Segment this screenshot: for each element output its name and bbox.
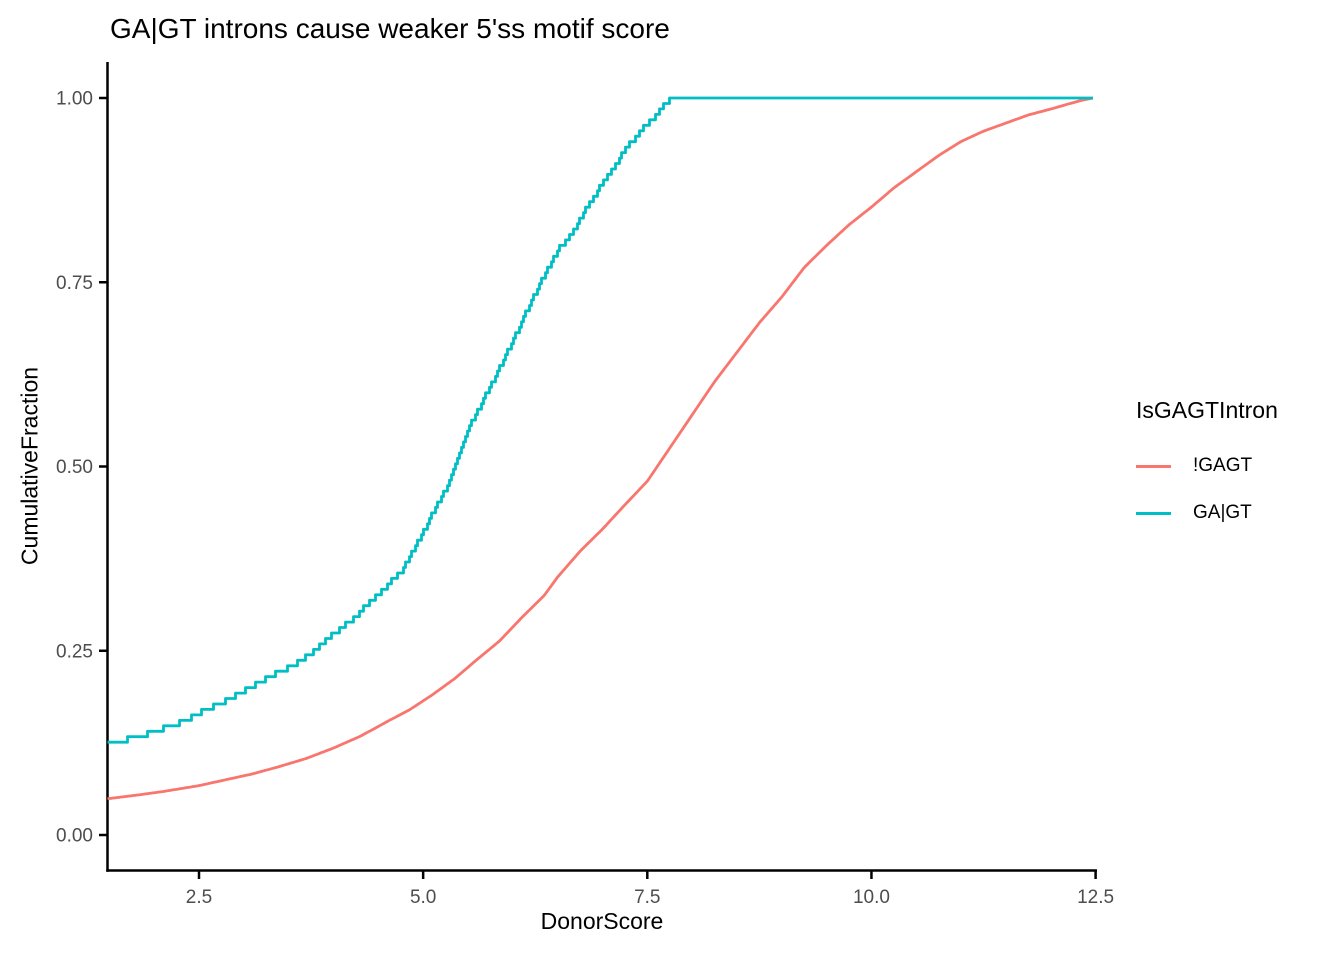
chart-title: GA|GT introns cause weaker 5'ss motif sc… [110,13,670,44]
legend-key-line-not-gagt [1136,464,1171,468]
legend: IsGAGTIntron !GAGT GA|GT [1136,396,1278,526]
legend-item-not-gagt: !GAGT [1136,453,1278,479]
x-tick-label: 2.5 [186,887,212,908]
y-tick-label: 0.75 [56,273,93,294]
y-tick-label: 0.50 [56,457,93,478]
x-tick-label: 10.0 [853,887,890,908]
x-tick-label: 12.5 [1077,887,1114,908]
legend-label-not-gagt: !GAGT [1193,455,1253,476]
x-axis-label: DonorScore [540,908,664,934]
legend-label-gagt: GA|GT [1193,502,1252,523]
x-tick-label: 5.0 [410,887,436,908]
y-tick-label: 0.25 [56,641,93,662]
y-tick-label: 0.00 [56,826,93,847]
y-tick-label: 1.00 [56,89,93,110]
legend-key-line-gagt [1136,511,1171,515]
ecdf-curve-not-gagt [107,96,1093,801]
x-tick-label: 7.5 [634,887,660,908]
legend-item-gagt: GA|GT [1136,500,1278,526]
ecdf-curve-gagt [107,96,1093,744]
legend-title: IsGAGTIntron [1136,397,1278,423]
y-axis-label: CumulativeFraction [16,366,43,566]
